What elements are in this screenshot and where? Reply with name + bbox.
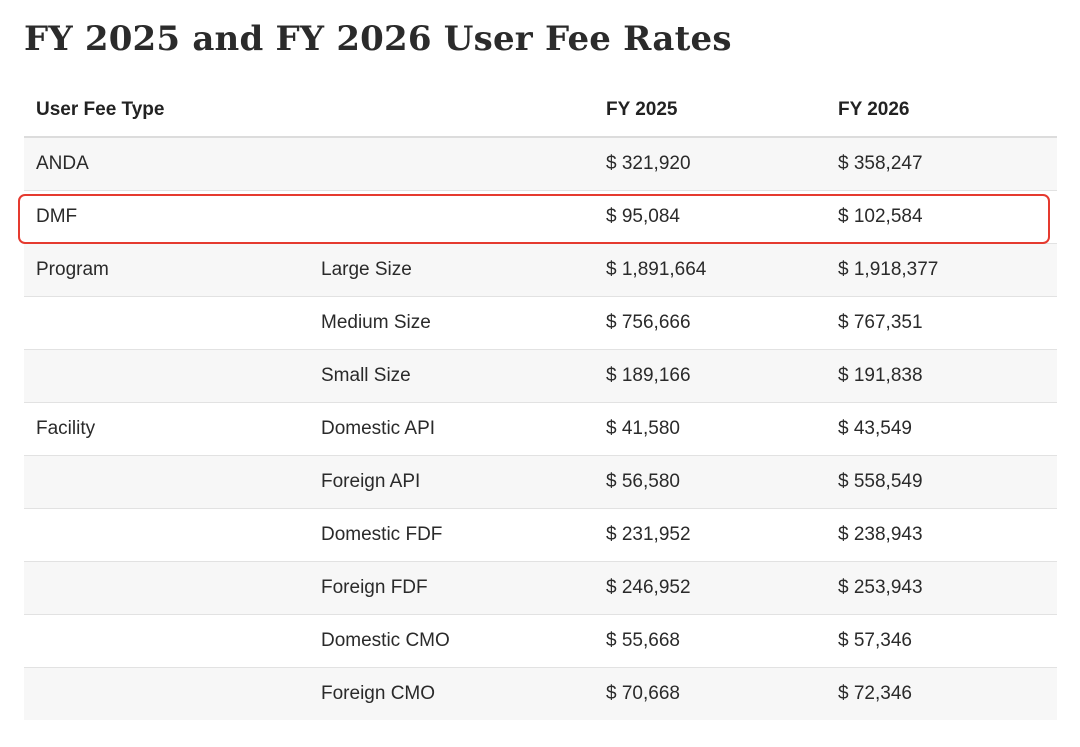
header-fy2026: FY 2026 [826,84,1057,138]
cell-fy2026: $ 72,346 [826,667,1057,720]
cell-fy2026: $ 253,943 [826,561,1057,615]
cell-fee-subtype: Large Size [309,243,594,297]
cell-fy2025: $ 231,952 [594,508,826,562]
cell-fy2025: $ 246,952 [594,561,826,615]
cell-fee-subtype: Small Size [309,349,594,403]
table-row: Foreign CMO $ 70,668 $ 72,346 [24,667,1057,720]
cell-fy2026: $ 358,247 [826,137,1057,191]
cell-fy2026: $ 102,584 [826,190,1057,244]
cell-fy2026: $ 238,943 [826,508,1057,562]
table-row: ANDA $ 321,920 $ 358,247 [24,137,1057,191]
cell-fee-type: Program [24,243,309,297]
cell-fee-type [24,349,309,403]
cell-fy2025: $ 56,580 [594,455,826,509]
cell-fee-subtype: Foreign FDF [309,561,594,615]
table-header-row: User Fee Type FY 2025 FY 2026 [24,84,1057,138]
table-row: Facility Domestic API $ 41,580 $ 43,549 [24,402,1057,456]
cell-fy2025: $ 1,891,664 [594,243,826,297]
table-row: Domestic FDF $ 231,952 $ 238,943 [24,508,1057,562]
cell-fee-type [24,455,309,509]
cell-fy2025: $ 95,084 [594,190,826,244]
cell-fee-subtype: Medium Size [309,296,594,350]
table-row: Medium Size $ 756,666 $ 767,351 [24,296,1057,350]
table-row: Foreign FDF $ 246,952 $ 253,943 [24,561,1057,615]
cell-fee-subtype: Domestic FDF [309,508,594,562]
cell-fee-type: Facility [24,402,309,456]
cell-fy2025: $ 41,580 [594,402,826,456]
cell-fee-subtype: Domestic CMO [309,614,594,668]
cell-fy2026: $ 43,549 [826,402,1057,456]
cell-fy2025: $ 756,666 [594,296,826,350]
cell-fy2025: $ 321,920 [594,137,826,191]
header-subtype [309,84,594,138]
cell-fee-subtype [309,190,594,244]
page-title: FY 2025 and FY 2026 User Fee Rates [24,19,732,59]
cell-fee-subtype: Domestic API [309,402,594,456]
table-row: Program Large Size $ 1,891,664 $ 1,918,3… [24,243,1057,297]
cell-fy2026: $ 558,549 [826,455,1057,509]
cell-fee-type: DMF [24,190,309,244]
cell-fy2025: $ 189,166 [594,349,826,403]
table-row: Foreign API $ 56,580 $ 558,549 [24,455,1057,509]
cell-fee-subtype: Foreign API [309,455,594,509]
cell-fee-subtype [309,137,594,191]
cell-fee-type [24,561,309,615]
cell-fy2026: $ 57,346 [826,614,1057,668]
cell-fee-type [24,296,309,350]
cell-fee-type [24,614,309,668]
header-fy2025: FY 2025 [594,84,826,138]
cell-fy2026: $ 767,351 [826,296,1057,350]
cell-fee-type: ANDA [24,137,309,191]
cell-fy2025: $ 55,668 [594,614,826,668]
cell-fy2025: $ 70,668 [594,667,826,720]
cell-fy2026: $ 1,918,377 [826,243,1057,297]
cell-fee-type [24,508,309,562]
table-row: Domestic CMO $ 55,668 $ 57,346 [24,614,1057,668]
table-row: Small Size $ 189,166 $ 191,838 [24,349,1057,403]
table-row: DMF $ 95,084 $ 102,584 [24,190,1057,244]
user-fee-table: User Fee Type FY 2025 FY 2026 ANDA $ 321… [24,84,1057,720]
cell-fee-subtype: Foreign CMO [309,667,594,720]
cell-fee-type [24,667,309,720]
cell-fy2026: $ 191,838 [826,349,1057,403]
header-user-fee-type: User Fee Type [24,84,309,138]
